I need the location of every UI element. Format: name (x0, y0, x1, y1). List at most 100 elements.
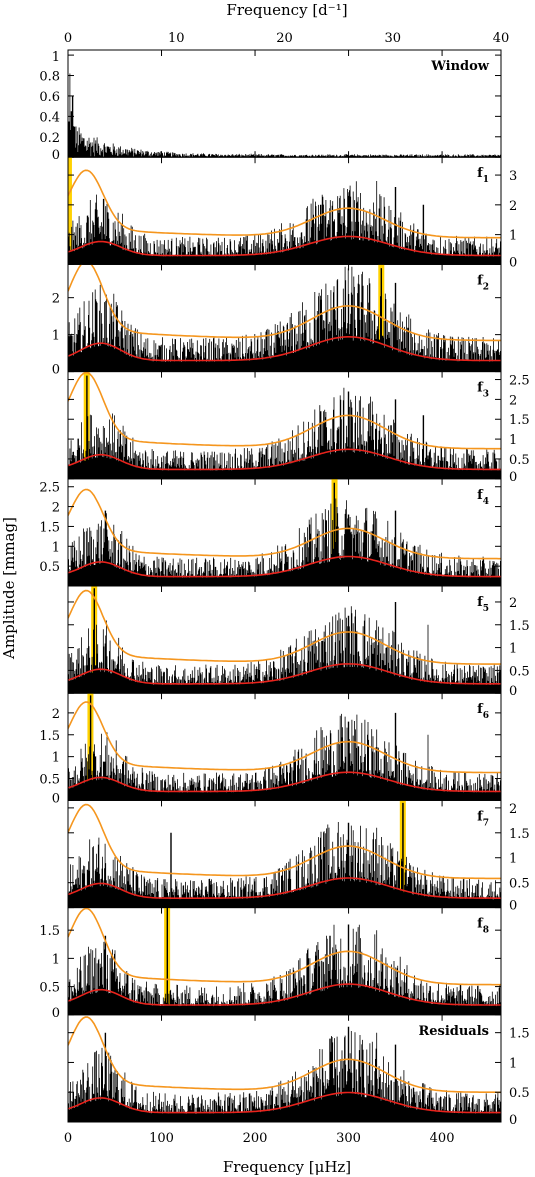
panel-label-subscript: 2 (483, 282, 489, 292)
panel-label-subscript: 7 (483, 818, 489, 828)
panel-frame (67, 1014, 502, 1123)
bottom-axis: 0 100 200 300 400 (64, 1131, 455, 1146)
panel-plot-area (68, 478, 501, 586)
panel-plot-area (68, 157, 501, 265)
panel-label-main: f (477, 809, 484, 824)
y-tick-label: 0.6 (39, 90, 60, 105)
panel-residuals: 0 0.5 1 1.5 Residuals (67, 1014, 530, 1128)
panel-label-main: f (477, 381, 484, 396)
noise-level-line (68, 1091, 501, 1114)
y-tick-label: 0.5 (509, 877, 530, 892)
panel-label-main: f (477, 273, 484, 288)
panel-label-main: f (477, 702, 484, 717)
bottom-axis-tick-label: 300 (336, 1131, 361, 1146)
noise-level-line (68, 235, 501, 257)
y-tick-label: 0.5 (39, 560, 60, 575)
y-tick-label: 0 (52, 148, 60, 163)
y-tick-label: 0.5 (39, 773, 60, 788)
y-tick-label: 0 (509, 470, 517, 485)
y-tick-label: 1.5 (39, 729, 60, 744)
bottom-axis-title: Frequency [μHz] (223, 1158, 351, 1176)
panel-label-subscript: 3 (483, 390, 489, 400)
y-tick-label: 1 (509, 229, 517, 244)
y-tick-label: 1.5 (509, 1027, 530, 1042)
panel-f5: 0 0.5 1 1.5 2 f5 (67, 585, 530, 699)
panel-label-subscript: 5 (483, 604, 489, 614)
y-tick-label: 1 (509, 1056, 517, 1071)
noise-level-line (68, 336, 501, 362)
top-axis: 0 10 20 30 40 (64, 31, 509, 46)
top-axis-tick-label: 0 (64, 31, 72, 46)
panel-plot-area (68, 1016, 501, 1122)
top-axis-tick-label: 20 (276, 31, 293, 46)
significance-threshold-line (68, 907, 501, 986)
y-tick-label: 1.5 (509, 619, 530, 634)
y-tick-label: 0.4 (39, 110, 60, 125)
panel-label: f1 (477, 166, 489, 185)
y-tick-label: 0 (509, 899, 517, 914)
panel-label-main: f (477, 917, 484, 932)
panel-label-subscript: 1 (483, 175, 489, 185)
panel-f4: 0.5 1 1.5 2 2.5 f4 (39, 478, 502, 587)
panel-label-subscript: 6 (483, 711, 489, 721)
panel-label: f6 (477, 702, 489, 721)
y-tick-label: 0 (509, 255, 517, 270)
y-tick-label: 2 (52, 501, 60, 516)
y-tick-label: 0.5 (509, 453, 530, 468)
panel-label-subscript: 8 (483, 926, 489, 936)
y-tick-label: 0 (509, 684, 517, 699)
bottom-axis-tick-label: 100 (149, 1131, 174, 1146)
periodogram-series (68, 588, 501, 694)
noise-level-line (68, 877, 501, 899)
panel-plot-area (68, 693, 501, 801)
y-tick-label: 0.5 (509, 664, 530, 679)
panel-label-main: f (477, 488, 484, 503)
significance-threshold-line (68, 803, 501, 880)
bottom-axis-tick-label: 0 (64, 1131, 72, 1146)
significance-threshold-line (68, 264, 501, 342)
noise-level-line (68, 983, 501, 1006)
panel-plot-area (68, 371, 501, 479)
y-tick-label: 1 (509, 642, 517, 657)
top-axis-tick-label: 10 (168, 31, 185, 46)
panel-label-main: f (477, 166, 484, 181)
y-tick-label: 1.5 (509, 827, 530, 842)
noise-level-line (68, 555, 501, 578)
y-tick-label: 0 (52, 363, 60, 378)
y-tick-label: 1 (52, 540, 60, 555)
y-tick-label: 1.5 (509, 413, 530, 428)
panel-label: f7 (477, 809, 489, 828)
significance-threshold-line (68, 1016, 501, 1094)
y-tick-label: 2.5 (509, 374, 530, 389)
significance-threshold-line (68, 488, 501, 560)
y-tick-label: 2 (509, 596, 517, 611)
y-tick-label: 1.5 (39, 924, 60, 939)
panels-group: 00.20.40.60.81Window0123f1012f200.511.52… (39, 49, 530, 1128)
panel-label: Residuals (418, 1024, 489, 1039)
y-tick-label: 1 (509, 433, 517, 448)
top-axis-tick-label: 30 (384, 31, 401, 46)
y-tick-label: 2 (509, 802, 517, 817)
panel-label: f8 (477, 917, 489, 936)
y-tick-label: 1.5 (39, 520, 60, 535)
panel-window: 0 0.2 0.4 0.6 0.8 1 Window (39, 49, 502, 163)
periodogram-series (68, 482, 501, 586)
noise-level-line (68, 663, 501, 685)
periodogram-series (68, 73, 501, 158)
y-tick-label: 1 (52, 50, 60, 65)
noise-level-line (68, 771, 501, 793)
panel-label: Window (430, 59, 490, 74)
y-tick-label: 0 (52, 1006, 60, 1021)
significance-threshold-line (68, 371, 501, 450)
panel-f3: 0 0.5 1 1.5 2 2.5 f3 (67, 371, 530, 485)
highlight-band (68, 157, 72, 265)
periodogram-series (68, 1026, 501, 1122)
y-tick-label: 2 (52, 707, 60, 722)
panel-plot-area (68, 264, 501, 372)
bottom-axis-tick-label: 200 (243, 1131, 268, 1146)
panel-plot-area (68, 586, 501, 694)
panel-f7: 0 0.5 1 1.5 2 f7 (67, 799, 530, 914)
